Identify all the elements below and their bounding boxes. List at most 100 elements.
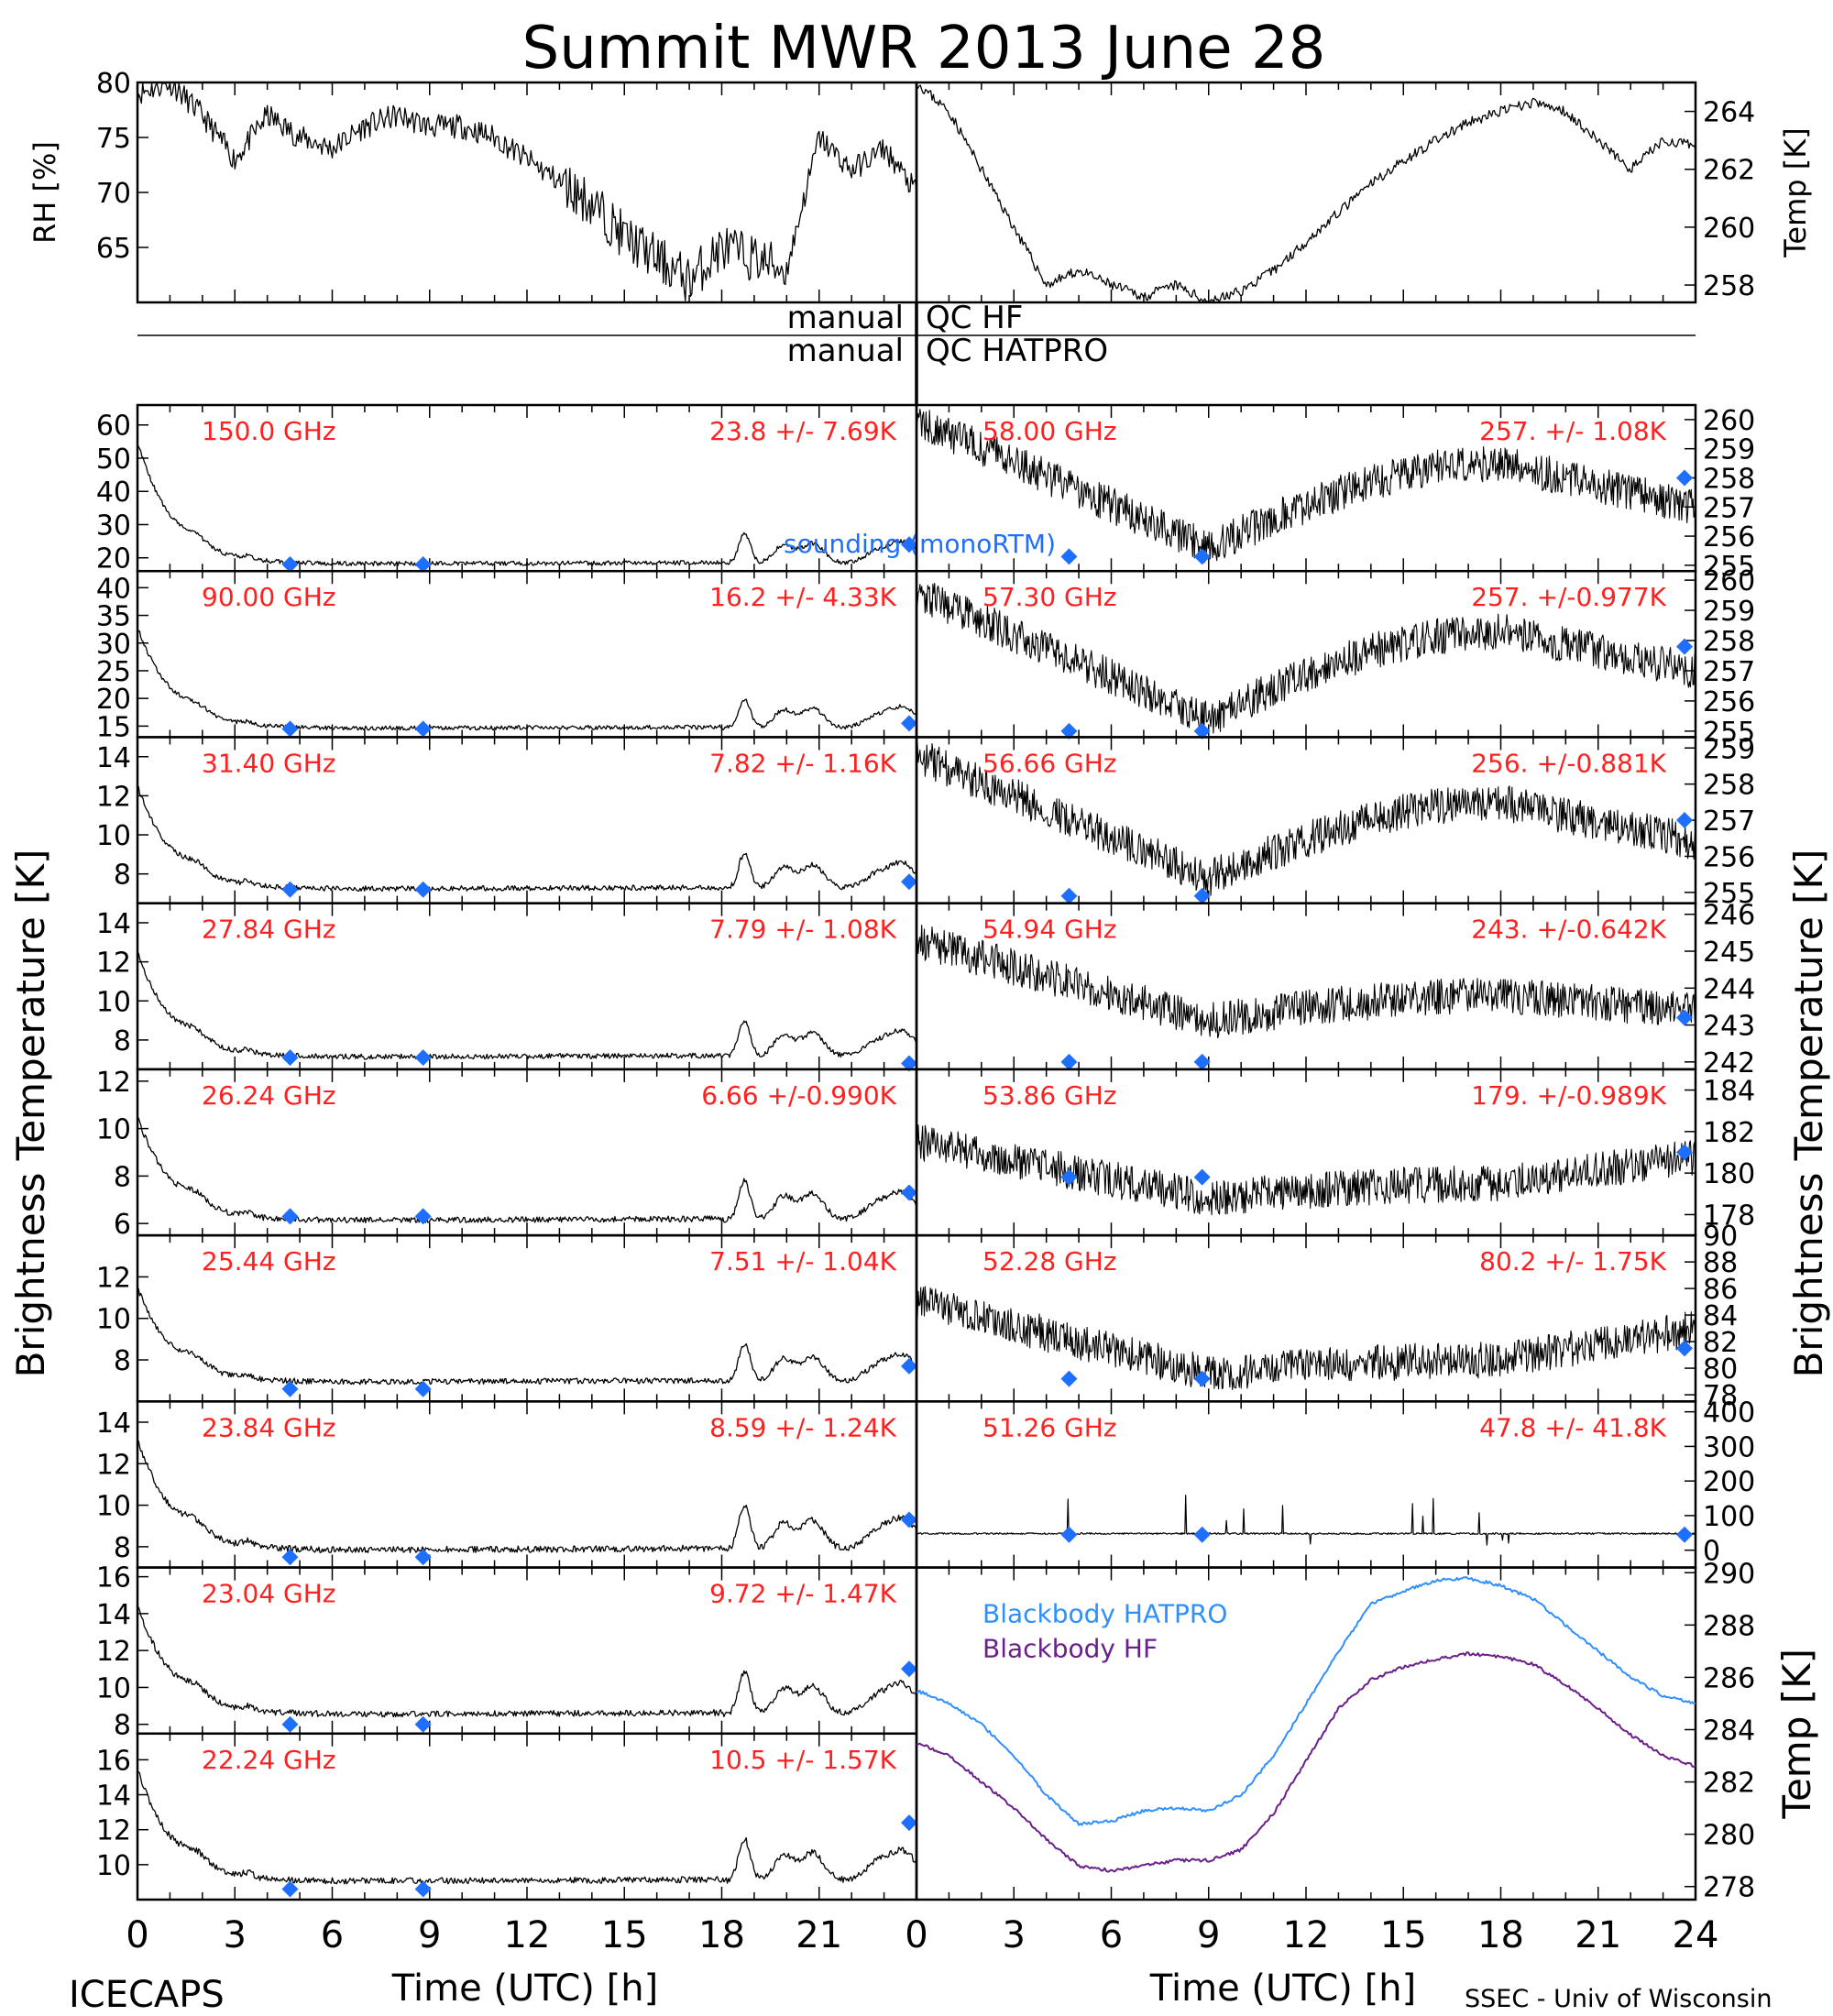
blackbody-legend-1: Blackbody HF <box>982 1634 1158 1664</box>
hf-ch3-series-line <box>137 952 917 1060</box>
hatpro-ch1-panel-ytick-label: 256 <box>1703 686 1755 718</box>
hf-ch1-panel-ytick-label: 40 <box>96 573 131 605</box>
x-tick-label: 24 <box>1673 1914 1719 1956</box>
blackbody-panel-ytick-label: 282 <box>1703 1768 1755 1800</box>
rh-panel-ytick-label: 80 <box>96 68 131 100</box>
hf-ch3-sounding-marker <box>281 1049 299 1067</box>
hf-ch8-panel-minor-ticks <box>137 1733 917 1900</box>
hatpro-ch6-sounding-marker <box>1193 1526 1211 1543</box>
hatpro-ch4-series-line <box>916 1124 1696 1216</box>
hatpro-ch0-panel-ytick-label: 255 <box>1703 551 1755 583</box>
hatpro-ch1-freq-label: 57.30 GHz <box>982 582 1117 612</box>
hf-ch2-panel-ytick-label: 8 <box>114 860 131 892</box>
hf-ch3-freq-label: 27.84 GHz <box>202 915 336 945</box>
hatpro-ch0-panel-ytick-label: 257 <box>1703 492 1755 524</box>
hf-ch2-freq-label: 31.40 GHz <box>202 748 336 778</box>
hatpro-ch6-freq-label: 51.26 GHz <box>982 1412 1117 1442</box>
blackbody-panel-ytick-label: 290 <box>1703 1558 1755 1590</box>
x-tick-labels: 0 3 6 9 12 15 18 21 0 3 6 9 12 15 18 21 24 <box>126 1914 1718 1956</box>
temp-panel-ytick-label: 264 <box>1703 97 1755 129</box>
rh-panel-ytick-label: 75 <box>96 123 131 155</box>
hatpro-ch5-series-line <box>916 1286 1696 1390</box>
hatpro-ch4-panel-y-ticks: 178 180 182 184 <box>1685 1076 1755 1232</box>
hf-ch3-stats-label: 7.79 +/- 1.08K <box>709 915 896 945</box>
hatpro-ch5-panel-ytick-label: 82 <box>1703 1327 1738 1359</box>
hf-ch1-panel-ytick-label: 35 <box>96 601 131 633</box>
hatpro-ch5-sounding-marker <box>1060 1370 1078 1387</box>
icecaps-label: ICECAPS <box>69 1974 225 2016</box>
hf-ch7-panel-ytick-label: 16 <box>96 1562 131 1594</box>
chart-title: Summit MWR 2013 June 28 <box>522 15 1326 82</box>
x-tick-label: 18 <box>1477 1914 1524 1956</box>
hatpro-ch1-sounding-marker <box>1060 722 1078 740</box>
hf-ch0-sounding-marker <box>281 555 299 573</box>
hatpro-ch4-panel-ytick-label: 180 <box>1703 1158 1755 1190</box>
hatpro-ch4-panel-ytick-label: 184 <box>1703 1076 1755 1108</box>
rh-panel-y-ticks: 65 70 75 80 <box>96 68 148 265</box>
hatpro-ch4-stats-label: 179. +/-0.989K <box>1471 1080 1666 1111</box>
hf-ch8-panel-ytick-label: 16 <box>96 1745 131 1777</box>
hatpro-ch0-sounding-marker <box>1060 548 1078 565</box>
qc-hatpro-label: QC HATPRO <box>926 333 1108 369</box>
hatpro-ch0-panel-ytick-label: 259 <box>1703 434 1755 466</box>
hf-ch6-freq-label: 23.84 GHz <box>202 1412 336 1442</box>
hatpro-ch2-panel-ytick-label: 258 <box>1703 770 1755 802</box>
hf-ch7-panel-ytick-label: 12 <box>96 1636 131 1668</box>
x-tick-label: 21 <box>796 1914 842 1956</box>
hf-ch4-stats-label: 6.66 +/-0.990K <box>701 1080 896 1111</box>
hatpro-ch2-panel-ytick-label: 257 <box>1703 805 1755 838</box>
x-tick-label: 12 <box>504 1914 551 1956</box>
hf-ch1-sounding-marker <box>414 720 432 738</box>
hf-ch4-panel-ytick-label: 12 <box>96 1067 131 1099</box>
hatpro-ch0-sounding-marker-end <box>1676 469 1693 487</box>
hatpro-ch1-stats-label: 257. +/-0.977K <box>1471 582 1666 612</box>
hatpro-ch1-panel-ytick-label: 259 <box>1703 596 1755 628</box>
hf-ch0-panel-ytick-label: 40 <box>96 477 131 509</box>
hatpro-ch3-stats-label: 243. +/-0.642K <box>1471 915 1666 945</box>
x-tick-label: 21 <box>1575 1914 1621 1956</box>
hatpro-ch1-panel-ytick-label: 255 <box>1703 717 1755 749</box>
hf-ch2-panel-ytick-label: 10 <box>96 820 131 852</box>
rh-ylabel: RH [%] <box>27 141 62 244</box>
x-tick-label: 12 <box>1283 1914 1330 1956</box>
hatpro-ch0-panel-ytick-label: 260 <box>1703 405 1755 437</box>
hf-ch3-panel-ytick-label: 10 <box>96 986 131 1018</box>
credit-label: SSEC - Univ of Wisconsin <box>1465 1985 1772 2013</box>
hf-ch8-sounding-marker-end <box>901 1814 917 1832</box>
hatpro-ch5-panel-ytick-label: 88 <box>1703 1247 1738 1279</box>
hf-ch1-sounding-marker-end <box>901 715 917 732</box>
blackbody-ylabel: Temp [K] <box>1774 1649 1819 1820</box>
hatpro-ch6-sounding-marker <box>1060 1526 1078 1543</box>
hf-ch7-freq-label: 23.04 GHz <box>202 1579 336 1609</box>
hf-ch3-sounding-marker <box>414 1049 432 1067</box>
hf-ch2-series-line <box>137 785 917 893</box>
hf-ch2-sounding-marker <box>414 881 432 898</box>
hf-ch0-sounding-marker-end <box>901 536 917 553</box>
hatpro-ch5-panel-ytick-label: 80 <box>1703 1353 1738 1386</box>
hf-ch5-panel-ytick-label: 12 <box>96 1262 131 1294</box>
x-tick-label: 18 <box>698 1914 745 1956</box>
hatpro-ch0-panel-ytick-label: 256 <box>1703 521 1755 553</box>
hf-ch8-panel-ytick-label: 14 <box>96 1780 131 1813</box>
hatpro-ch1-panel-ytick-label: 257 <box>1703 656 1755 688</box>
blackbody-panel-ytick-label: 280 <box>1703 1820 1755 1852</box>
hatpro-ch4-panel-ytick-label: 178 <box>1703 1200 1755 1232</box>
x-tick-label: 9 <box>1197 1914 1220 1956</box>
hatpro-ch6-panel-ytick-label: 300 <box>1703 1431 1755 1463</box>
hf-ch6-sounding-marker-end <box>901 1511 917 1528</box>
hf-ch4-panel-ytick-label: 10 <box>96 1114 131 1146</box>
hatpro-ch1-panel-ytick-label: 258 <box>1703 626 1755 658</box>
hatpro-ch3-panel-y-ticks: 242 243 244 245 246 <box>1685 900 1755 1079</box>
hf-ch1-panel-minor-ticks <box>137 571 917 738</box>
hf-ch7-sounding-marker <box>281 1715 299 1733</box>
hatpro-ch2-panel-minor-ticks <box>916 737 1696 904</box>
hf-ch7-sounding-marker <box>414 1715 432 1733</box>
hatpro-ch5-sounding-marker <box>1193 1370 1211 1387</box>
hatpro-ch0-panel-minor-ticks <box>916 405 1696 572</box>
hf-ch7-panel-minor-ticks <box>137 1567 917 1734</box>
left-brightness-label: Brightness Temperature [K] <box>8 849 53 1378</box>
hf-ch0-panel-ytick-label: 30 <box>96 509 131 542</box>
